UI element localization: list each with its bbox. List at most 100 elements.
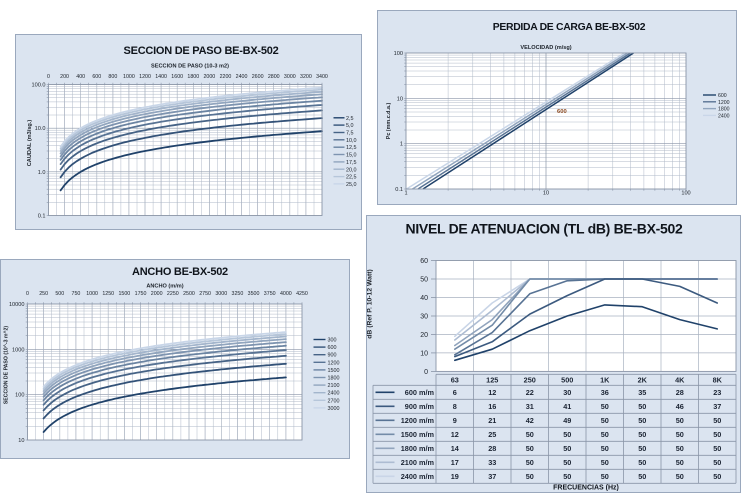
svg-text:1200 m/m: 1200 m/m	[401, 416, 435, 425]
svg-text:3750: 3750	[264, 291, 276, 297]
svg-text:10.0: 10.0	[35, 126, 46, 132]
svg-text:0: 0	[47, 74, 50, 80]
svg-text:40: 40	[420, 295, 428, 302]
svg-text:2K: 2K	[638, 376, 648, 385]
svg-text:60: 60	[420, 258, 428, 265]
svg-text:5,0: 5,0	[346, 123, 354, 129]
svg-text:50: 50	[676, 458, 684, 467]
svg-text:50: 50	[638, 444, 646, 453]
svg-text:50: 50	[638, 472, 646, 481]
svg-text:1800: 1800	[718, 107, 730, 113]
svg-text:25,0: 25,0	[346, 182, 357, 188]
svg-text:14: 14	[451, 444, 460, 453]
svg-text:100.0: 100.0	[32, 83, 46, 89]
svg-text:dB (Ref P. 10-12 Watt): dB (Ref P. 10-12 Watt)	[367, 269, 374, 339]
svg-text:50: 50	[638, 430, 646, 439]
svg-text:1500: 1500	[328, 368, 340, 374]
svg-text:6: 6	[453, 388, 457, 397]
svg-text:1800: 1800	[187, 74, 199, 80]
svg-text:2250: 2250	[167, 291, 179, 297]
svg-text:2000: 2000	[151, 291, 163, 297]
svg-text:4000: 4000	[280, 291, 292, 297]
svg-text:46: 46	[676, 402, 684, 411]
svg-text:PERDIDA DE CARGA BE-BX-502: PERDIDA DE CARGA BE-BX-502	[493, 22, 646, 33]
svg-text:100: 100	[681, 191, 690, 197]
svg-text:15,0: 15,0	[346, 153, 357, 159]
svg-text:50: 50	[676, 472, 684, 481]
svg-text:2100: 2100	[328, 383, 340, 389]
svg-text:41: 41	[563, 402, 571, 411]
svg-text:2750: 2750	[199, 291, 211, 297]
svg-text:200: 200	[60, 74, 69, 80]
svg-text:VELOCIDAD (m/sg): VELOCIDAD (m/sg)	[520, 45, 571, 51]
svg-text:63: 63	[451, 376, 459, 385]
svg-text:50: 50	[676, 430, 684, 439]
svg-text:0: 0	[26, 291, 29, 297]
svg-text:600: 600	[557, 109, 567, 115]
svg-text:50: 50	[713, 430, 721, 439]
svg-text:1750: 1750	[135, 291, 147, 297]
svg-text:30: 30	[563, 388, 571, 397]
svg-text:SECCION DE PASO (10^-3 m^2): SECCION DE PASO (10^-3 m^2)	[4, 326, 10, 405]
svg-text:7,5: 7,5	[346, 131, 354, 137]
svg-text:250: 250	[524, 376, 536, 385]
svg-text:800: 800	[108, 74, 117, 80]
svg-text:2400: 2400	[718, 113, 730, 119]
svg-text:49: 49	[563, 416, 571, 425]
svg-text:2700: 2700	[328, 398, 340, 404]
svg-text:ANCHO BE-BX-502: ANCHO BE-BX-502	[132, 266, 228, 278]
svg-text:ANCHO (m/m): ANCHO (m/m)	[146, 284, 183, 290]
svg-text:100: 100	[15, 393, 24, 399]
svg-text:50: 50	[601, 416, 609, 425]
svg-text:2400: 2400	[328, 391, 340, 397]
svg-text:50: 50	[563, 430, 571, 439]
svg-text:50: 50	[713, 416, 721, 425]
svg-text:0: 0	[424, 369, 428, 376]
svg-text:31: 31	[526, 402, 534, 411]
svg-text:10: 10	[420, 350, 428, 357]
svg-text:10000: 10000	[9, 302, 25, 308]
svg-text:50: 50	[601, 430, 609, 439]
svg-text:1000: 1000	[123, 74, 135, 80]
svg-text:50: 50	[713, 472, 721, 481]
svg-text:3000: 3000	[328, 406, 340, 412]
svg-text:28: 28	[676, 388, 684, 397]
svg-text:2800: 2800	[268, 74, 280, 80]
svg-text:10: 10	[397, 96, 403, 102]
svg-text:SECCION DE PASO (10-3 m2): SECCION DE PASO (10-3 m2)	[151, 64, 229, 70]
svg-text:0.1: 0.1	[38, 214, 46, 220]
svg-text:600: 600	[328, 345, 337, 351]
svg-text:35: 35	[638, 388, 646, 397]
svg-text:0.1: 0.1	[395, 187, 403, 193]
svg-text:300: 300	[328, 338, 337, 344]
svg-text:2200: 2200	[220, 74, 232, 80]
svg-text:1000: 1000	[86, 291, 98, 297]
svg-text:2400: 2400	[236, 74, 248, 80]
svg-text:2,5: 2,5	[346, 116, 354, 122]
svg-text:50: 50	[420, 276, 428, 283]
svg-text:50: 50	[526, 430, 534, 439]
svg-text:50: 50	[638, 416, 646, 425]
svg-text:1: 1	[400, 142, 403, 148]
svg-text:50: 50	[563, 444, 571, 453]
svg-text:37: 37	[488, 472, 496, 481]
svg-text:3000: 3000	[215, 291, 227, 297]
svg-text:50: 50	[713, 444, 721, 453]
svg-text:50: 50	[676, 444, 684, 453]
svg-text:50: 50	[638, 458, 646, 467]
svg-text:4250: 4250	[296, 291, 308, 297]
svg-text:1200: 1200	[718, 100, 730, 106]
svg-text:30: 30	[420, 313, 428, 320]
svg-text:400: 400	[76, 74, 85, 80]
svg-text:50: 50	[563, 458, 571, 467]
svg-text:100: 100	[394, 51, 403, 57]
svg-text:900: 900	[328, 353, 337, 359]
svg-text:1500: 1500	[118, 291, 130, 297]
svg-text:50: 50	[526, 458, 534, 467]
svg-text:2000: 2000	[203, 74, 215, 80]
svg-text:22: 22	[526, 388, 534, 397]
svg-text:50: 50	[526, 472, 534, 481]
svg-text:50: 50	[713, 458, 721, 467]
svg-text:1K: 1K	[600, 376, 610, 385]
svg-text:250: 250	[39, 291, 48, 297]
